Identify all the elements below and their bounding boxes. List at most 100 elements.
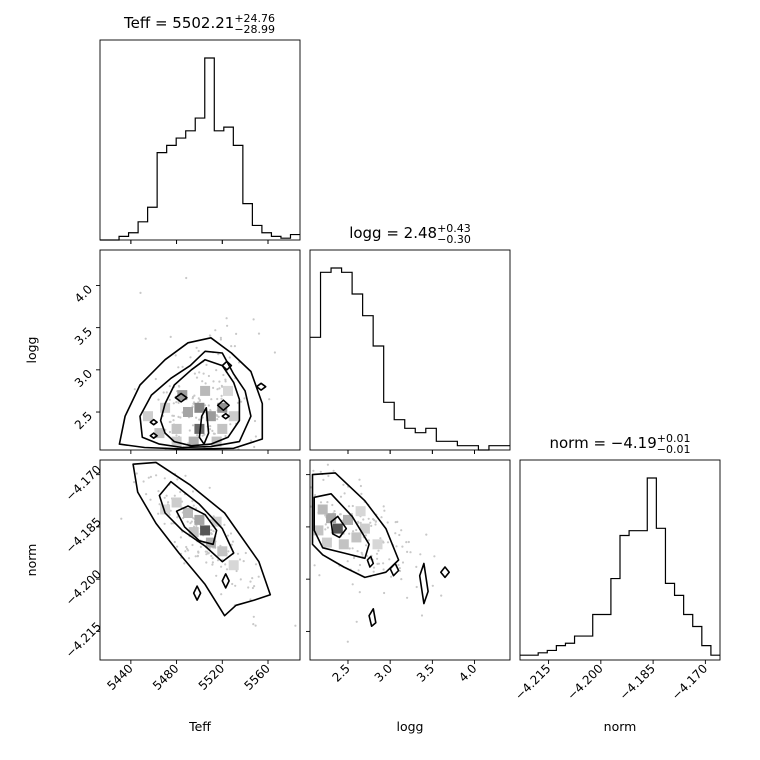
norm_vs_logg-sample-point [383, 509, 386, 512]
norm_vs_logg-sample-point [398, 567, 401, 570]
norm_vs_logg-density-cell-9 [321, 537, 332, 548]
logg_vs_Teff-sample-point [233, 345, 236, 348]
norm_vs_Teff-sample-point [184, 550, 187, 553]
logg_vs_Teff-sample-point [133, 388, 136, 391]
logg_vs_Teff-contour-8 [221, 412, 230, 420]
norm_vs_Teff-sample-point [185, 545, 188, 549]
norm_vs_logg-sample-point [306, 445, 308, 447]
norm_vs_Teff-sample-point [231, 540, 235, 543]
hist-Teff-bin-19 [281, 238, 291, 240]
norm_vs_logg-sample-point [372, 570, 375, 573]
norm_vs_Teff-sample-point [239, 578, 242, 581]
norm_vs_logg-sample-point [375, 552, 379, 555]
norm_vs_logg-sample-point [394, 532, 397, 535]
norm_vs_logg-sample-point [382, 562, 385, 565]
hist-Teff-bin-4 [138, 222, 148, 240]
logg_vs_Teff-sample-point [211, 429, 214, 432]
norm-y-tick-label: −4.170 [63, 462, 104, 503]
norm_vs_Teff-contour-4 [192, 585, 202, 601]
norm_vs_logg-density-cell-4 [351, 532, 362, 543]
norm_vs_Teff-density-cell-8 [188, 527, 199, 538]
norm_vs_logg-sample-point [347, 505, 351, 508]
norm_vs_Teff-sample-point [294, 624, 297, 627]
logg_vs_Teff-sample-point [207, 465, 209, 467]
norm_vs_Teff-sample-point [252, 615, 255, 618]
logg_vs_Teff-sample-point [219, 336, 222, 339]
hist-Teff-bin-15 [243, 204, 253, 240]
Teff-title-main: Teff = 5502.21 [123, 14, 234, 32]
logg_vs_Teff-frame [99, 249, 301, 451]
norm_vs_logg-sample-point [339, 513, 342, 516]
norm_vs_Teff-sample-point [163, 496, 166, 499]
norm_vs_Teff-contour-0 [175, 505, 218, 546]
norm_vs_logg-sample-point [358, 591, 361, 594]
norm_vs_logg-sample-point [400, 529, 403, 532]
logg_vs_Teff-sample-point [144, 337, 147, 340]
norm_vs_logg-sample-point [396, 520, 399, 524]
norm_vs_logg-sample-point [382, 541, 385, 544]
logg_vs_Teff-sample-point [154, 377, 157, 381]
logg_vs_Teff-sample-point [181, 365, 184, 368]
norm_vs_Teff-sample-point [157, 512, 160, 515]
norm_vs_logg-sample-point [292, 480, 294, 482]
norm-title: norm = −4.19+0.01 −0.01 [550, 432, 691, 456]
logg_vs_Teff-density-cell-0 [194, 423, 205, 434]
hist-logg-bin-6 [373, 346, 384, 450]
norm_vs_logg-sample-point [351, 504, 354, 508]
logg_vs_Teff-sample-point [177, 401, 180, 404]
norm_vs_Teff-sample-point [170, 522, 173, 525]
Teff-x-tick-label: 5560 [241, 661, 272, 692]
hist-norm-bin-1 [529, 655, 538, 660]
norm_vs_Teff-sample-point [163, 522, 166, 525]
logg_vs_Teff-sample-point [188, 429, 191, 432]
norm_vs_Teff-sample-point [149, 475, 152, 478]
norm_vs_Teff-sample-point [191, 490, 195, 493]
norm_vs_logg-sample-point [374, 520, 378, 523]
hist-logg-step [310, 267, 510, 451]
norm_vs_Teff-sample-point [205, 561, 208, 564]
norm_vs_logg-sample-point [313, 564, 316, 567]
norm_vs_Teff-content [120, 461, 297, 627]
hist-Teff-frame [99, 39, 301, 241]
hist-Teff-bin-18 [271, 236, 281, 240]
logg-x-tick-label: 4.0 [456, 661, 479, 684]
logg-title-upper-error: +0.43 [437, 222, 471, 235]
norm_vs_Teff-sample-point [179, 536, 182, 539]
logg_vs_Teff-sample-point [257, 332, 261, 335]
norm_vs_logg-sample-point [409, 551, 412, 554]
logg_vs_Teff-sample-point [175, 434, 178, 437]
norm_vs_Teff-sample-point [235, 569, 238, 573]
hist-logg-bin-10 [415, 433, 426, 450]
norm_vs_logg-sample-point [358, 478, 361, 481]
norm_vs_logg-sample-point [324, 523, 327, 526]
logg_vs_Teff-sample-point [191, 424, 195, 427]
logg_vs_Teff-sample-point [201, 380, 204, 383]
norm_vs_Teff-sample-point [251, 577, 254, 580]
hist-Teff-bin-11 [205, 58, 215, 240]
norm_vs_logg-sample-point [304, 524, 306, 526]
logg_vs_Teff-sample-point [205, 480, 207, 482]
norm_vs_Teff-sample-point [220, 565, 223, 568]
logg_vs_Teff-sample-point [179, 416, 182, 419]
norm_vs_logg-sample-point [356, 550, 359, 553]
hist-Teff-bin-9 [186, 131, 196, 240]
norm_vs_logg-sample-point [352, 530, 355, 533]
norm_vs_Teff-sample-point [191, 543, 194, 547]
logg_vs_Teff-density-cell-13 [188, 436, 199, 447]
norm_vs_logg-sample-point [360, 551, 363, 554]
logg_vs_Teff-sample-point [198, 418, 201, 421]
logg_vs_Teff-density-cell-4 [200, 385, 211, 396]
logg_vs_Teff-sample-point [198, 371, 201, 374]
norm_vs_logg-sample-point [370, 524, 373, 528]
norm_vs_logg-sample-point [369, 521, 372, 524]
norm_vs_Teff-sample-point [210, 532, 213, 536]
hist-norm-step [520, 477, 720, 656]
logg_vs_Teff-sample-point [254, 435, 257, 438]
logg_vs_Teff-contour-1 [139, 350, 252, 449]
hist-norm-bin-13 [638, 531, 647, 660]
logg_vs_Teff-sample-point [235, 332, 238, 335]
norm_vs_Teff-sample-point [184, 474, 187, 477]
logg_vs_Teff-sample-point [162, 391, 165, 394]
norm_vs_logg-sample-point [360, 492, 363, 495]
norm_vs_Teff-sample-point [199, 545, 202, 549]
